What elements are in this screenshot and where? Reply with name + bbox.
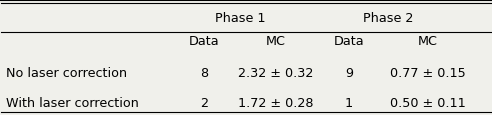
Text: MC: MC <box>418 35 437 48</box>
Text: 8: 8 <box>200 67 208 79</box>
Text: 2.32 ± 0.32: 2.32 ± 0.32 <box>238 67 313 79</box>
Text: Phase 2: Phase 2 <box>363 12 413 25</box>
Text: MC: MC <box>266 35 285 48</box>
Text: Data: Data <box>334 35 365 48</box>
Text: Phase 1: Phase 1 <box>215 12 265 25</box>
Text: No laser correction: No laser correction <box>5 67 127 79</box>
Text: Data: Data <box>189 35 219 48</box>
Text: 0.50 ± 0.11: 0.50 ± 0.11 <box>390 96 465 109</box>
Text: 1: 1 <box>345 96 353 109</box>
Text: 0.77 ± 0.15: 0.77 ± 0.15 <box>390 67 465 79</box>
Text: With laser correction: With laser correction <box>5 96 138 109</box>
Text: 2: 2 <box>200 96 208 109</box>
Text: 1.72 ± 0.28: 1.72 ± 0.28 <box>238 96 313 109</box>
Text: 9: 9 <box>345 67 353 79</box>
